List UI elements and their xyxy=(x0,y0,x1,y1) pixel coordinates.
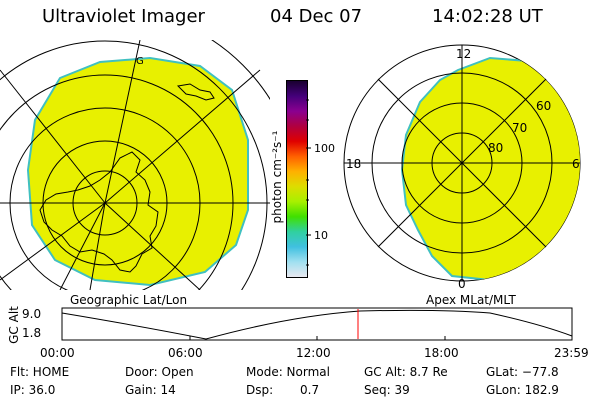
instrument-title: Ultraviolet Imager xyxy=(42,6,205,27)
glat-status: GLat: −77.8 xyxy=(486,365,559,379)
dsp-label: Dsp: xyxy=(246,383,274,397)
mlat-label-70: 70 xyxy=(512,121,527,135)
xtick-1200: 12:00 xyxy=(296,346,331,360)
xtick-0600: 06:00 xyxy=(168,346,203,360)
meridian-g-label: G xyxy=(136,56,144,67)
altitude-ytick-high: 9.0 xyxy=(22,307,42,321)
xtick-1800: 18:00 xyxy=(424,346,459,360)
mlt-label-0: 0 xyxy=(458,277,466,290)
mode-status: Mode: Normal xyxy=(246,365,330,379)
glon-status: GLon: 182.9 xyxy=(486,383,559,397)
colorbar-ticks: 100 10 xyxy=(306,99,335,266)
xtick-0000: 00:00 xyxy=(40,346,75,360)
altitude-curve xyxy=(61,309,573,340)
right-panel-caption: Apex MLat/MLT xyxy=(426,293,516,307)
colorbar-tick-100: 100 xyxy=(314,142,335,155)
meridian-grid xyxy=(0,40,270,290)
altitude-plot-frame xyxy=(61,307,573,341)
mlat-label-80: 80 xyxy=(488,141,503,155)
mlat-label-60: 60 xyxy=(536,99,551,113)
mlt-label-6: 6 xyxy=(572,157,580,171)
magnetic-polar-plot: 12 18 6 0 60 70 80 xyxy=(343,44,581,290)
geographic-map: G xyxy=(0,40,270,290)
mlt-label-12: 12 xyxy=(456,47,471,61)
altitude-ytick-low: 1.8 xyxy=(22,326,42,340)
colorbar-unit-label: photon cm⁻²s⁻¹ xyxy=(270,130,284,224)
flight-status: Flt: HOME xyxy=(10,365,70,379)
uv-image-disk xyxy=(26,56,249,287)
colorbar-tick-10: 10 xyxy=(314,229,328,242)
time-label: 14:02:28 UT xyxy=(432,6,543,27)
ip-status: IP: 36.0 xyxy=(10,383,56,397)
dsp-value: 0.7 xyxy=(300,383,320,397)
mlt-axes xyxy=(344,45,580,281)
altitude-plot xyxy=(61,307,573,341)
date-label: 04 Dec 07 xyxy=(270,6,363,27)
gc-altitude-status: GC Alt: 8.7 Re xyxy=(364,365,448,379)
door-status: Door: Open xyxy=(125,365,194,379)
altitude-ylabel: GC Alt xyxy=(7,306,21,344)
continent-outline xyxy=(39,151,159,273)
seq-status: Seq: 39 xyxy=(364,383,410,397)
colorbar-gradient xyxy=(287,81,307,277)
gain-status: Gain: 14 xyxy=(125,383,176,397)
colorbar xyxy=(286,80,308,278)
coastline-fragment xyxy=(176,83,215,101)
mlt-label-18: 18 xyxy=(346,157,361,171)
left-panel-caption: Geographic Lat/Lon xyxy=(70,293,188,307)
xtick-2359: 23:59 xyxy=(554,346,589,360)
